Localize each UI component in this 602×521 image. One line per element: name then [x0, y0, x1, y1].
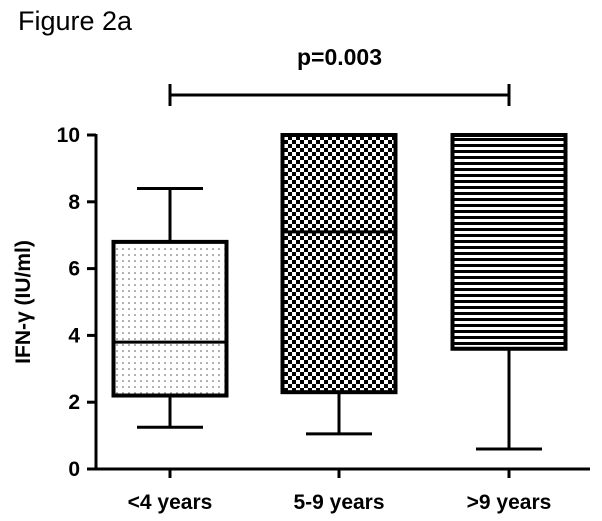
y-tick-label: 10 [57, 124, 80, 147]
x-category-label: >9 years [467, 491, 552, 514]
y-tick-label: 6 [68, 258, 80, 281]
figure-label: Figure 2a [18, 6, 133, 36]
iqr-box [450, 133, 568, 351]
y-tick-label: 4 [68, 324, 80, 347]
y-axis-title: IFN-γ (IU/ml) [12, 240, 35, 364]
x-category-label: 5-9 years [293, 491, 384, 514]
axes: 0 2 4 6 8 10 <4 years 5-9 years >9 years [57, 124, 590, 514]
box-group [450, 133, 568, 451]
y-tick-label: 0 [68, 458, 80, 481]
x-category-label: <4 years [128, 491, 213, 514]
y-tick-label: 2 [68, 391, 80, 414]
box-group [280, 133, 398, 436]
iqr-box [111, 239, 229, 398]
box-group [111, 186, 229, 429]
p-value-label: p=0.003 [297, 44, 382, 70]
significance-annotation: p=0.003 [168, 44, 511, 106]
boxes [111, 133, 568, 451]
iqr-box [280, 133, 398, 395]
y-tick-label: 8 [68, 191, 80, 214]
